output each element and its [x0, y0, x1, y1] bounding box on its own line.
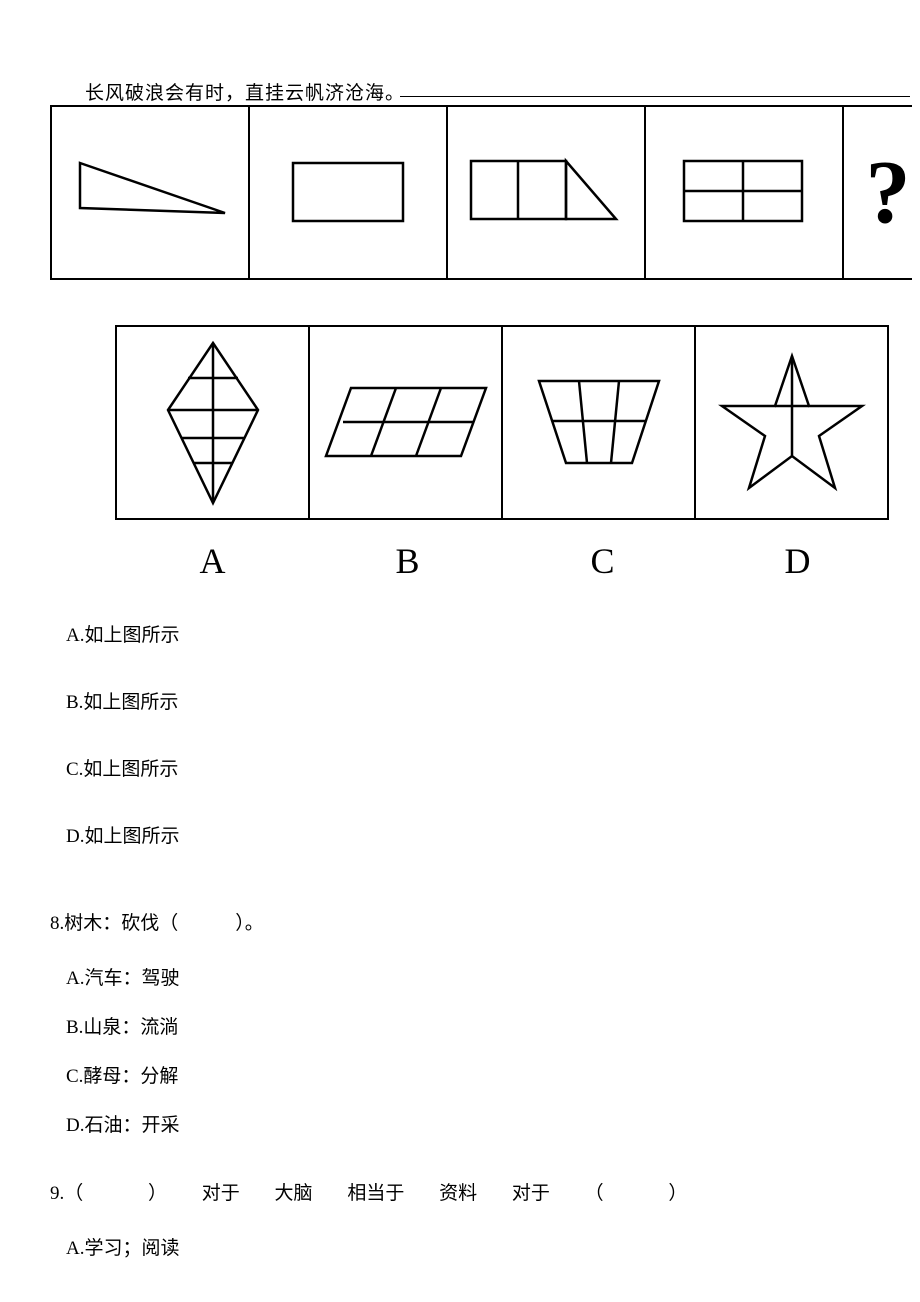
option-c-text: C.如上图所示 — [50, 754, 870, 781]
q9-part-2: 对于 — [202, 1183, 240, 1204]
q9-part-0: 9.（ — [50, 1183, 83, 1204]
answer-labels-row: A B C D — [115, 540, 895, 582]
label-b: B — [310, 540, 505, 582]
q8-stem: 8.树木：砍伐（ ）。 — [50, 908, 870, 935]
q8-option-d: D.石油：开采 — [50, 1110, 870, 1137]
options-above-block: A.如上图所示 B.如上图所示 C.如上图所示 D.如上图所示 — [50, 620, 870, 888]
option-a-text: A.如上图所示 — [50, 620, 870, 647]
label-a: A — [115, 540, 310, 582]
question-8-block: 8.树木：砍伐（ ）。 A.汽车：驾驶 B.山泉：流淌 C.酵母：分解 D.石油… — [50, 908, 870, 1159]
q9-option-a: A.学习；阅读 — [50, 1233, 870, 1260]
figure-answer-row — [115, 325, 889, 520]
sequence-cell-3 — [446, 105, 646, 280]
option-d-text: D.如上图所示 — [50, 821, 870, 848]
q9-part-8: ） — [668, 1183, 687, 1204]
page-motto: 长风破浪会有时，直挂云帆济沧海。 — [85, 78, 405, 105]
sequence-cell-2 — [248, 105, 448, 280]
answer-cell-b — [308, 325, 503, 520]
rect-tri-icon — [466, 153, 626, 233]
star-icon — [717, 348, 867, 498]
label-c: C — [505, 540, 700, 582]
trapezoid-icon — [534, 373, 664, 473]
sequence-cell-5: ? — [842, 105, 912, 280]
answer-cell-c — [501, 325, 696, 520]
sequence-cell-4 — [644, 105, 844, 280]
q9-part-1: ） — [148, 1183, 167, 1204]
q9-part-5: 资料 — [439, 1183, 477, 1204]
question-9-block: 9.（ ） 对于 大脑 相当于 资料 对于 （ ） A.学习；阅读 — [50, 1178, 870, 1282]
q9-stem: 9.（ ） 对于 大脑 相当于 资料 对于 （ ） — [50, 1178, 870, 1205]
q9-part-3: 大脑 — [275, 1183, 313, 1204]
grid4-icon — [679, 153, 809, 233]
q9-part-6: 对于 — [512, 1183, 550, 1204]
triangle-icon — [70, 153, 230, 233]
label-d: D — [700, 540, 895, 582]
diamond-icon — [158, 338, 268, 508]
option-b-text: B.如上图所示 — [50, 687, 870, 714]
answer-cell-d — [694, 325, 889, 520]
q9-part-7: （ — [585, 1183, 604, 1204]
header-underline — [400, 96, 910, 97]
q8-option-c: C.酵母：分解 — [50, 1061, 870, 1088]
q8-option-b: B.山泉：流淌 — [50, 1012, 870, 1039]
question-mark-icon: ? — [866, 148, 911, 238]
parallelogram-icon — [321, 378, 491, 468]
q8-option-a: A.汽车：驾驶 — [50, 963, 870, 990]
sequence-cell-1 — [50, 105, 250, 280]
answer-cell-a — [115, 325, 310, 520]
q9-part-4: 相当于 — [347, 1183, 404, 1204]
figure-sequence-row: ? — [50, 105, 912, 280]
rectangle-icon — [288, 158, 408, 228]
